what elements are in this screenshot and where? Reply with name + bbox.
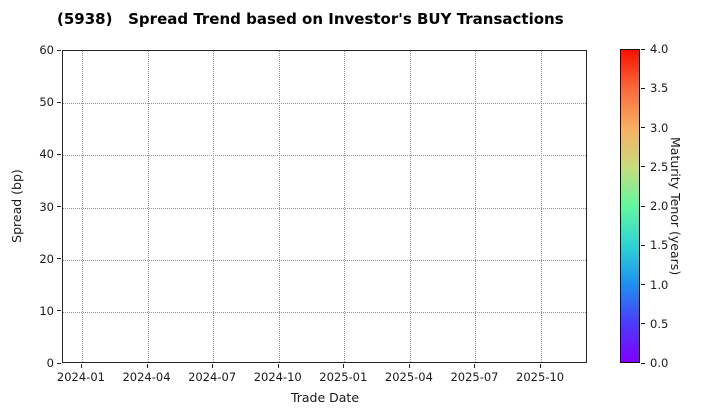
- x-grid-line: [213, 51, 215, 362]
- y-tick: [57, 362, 61, 364]
- x-grid-line: [147, 51, 149, 362]
- x-grid-line: [81, 51, 83, 362]
- y-tick: [57, 310, 61, 312]
- x-tick: [343, 364, 345, 368]
- x-tick: [408, 364, 410, 368]
- x-grid-line: [278, 51, 280, 362]
- colorbar-tick-label: 2.0: [650, 199, 669, 213]
- y-tick-label: 20: [39, 251, 54, 266]
- y-tick: [57, 101, 61, 103]
- y-tick-label: 40: [39, 147, 54, 162]
- colorbar-tick: [641, 127, 645, 128]
- colorbar-tick: [641, 244, 645, 246]
- colorbar-tick: [641, 87, 645, 89]
- x-grid-line: [344, 51, 346, 362]
- y-grid-line: [63, 103, 586, 105]
- x-tick: [277, 364, 279, 368]
- colorbar-tick: [641, 166, 645, 168]
- y-grid-line: [63, 207, 586, 209]
- colorbar-tick-label: 1.0: [650, 277, 669, 292]
- x-tick-label: 2024-04: [122, 370, 171, 384]
- y-tick-label: 50: [39, 95, 54, 110]
- x-tick: [146, 364, 148, 368]
- y-grid-line: [63, 259, 586, 261]
- chart-title: (5938) Spread Trend based on Investor's …: [57, 10, 564, 28]
- colorbar-tick-label: 3.5: [650, 81, 669, 96]
- x-tick-label: 2024-01: [56, 370, 105, 384]
- x-tick: [474, 364, 476, 368]
- colorbar-tick-label: 4.0: [650, 42, 669, 56]
- plot-area: [62, 50, 587, 363]
- y-tick-label: 30: [39, 199, 54, 214]
- colorbar-tick: [641, 323, 645, 325]
- colorbar-tick: [641, 362, 645, 364]
- colorbar-tick-label: 3.0: [650, 120, 669, 135]
- y-grid-line: [63, 311, 586, 313]
- x-tick: [212, 364, 214, 368]
- colorbar-tick-label: 1.5: [650, 238, 669, 253]
- x-tick-label: 2025-07: [450, 370, 499, 384]
- colorbar-tick-label: 0.5: [650, 316, 669, 331]
- y-tick-label: 0: [46, 356, 54, 370]
- x-tick-label: 2025-10: [516, 370, 565, 384]
- x-grid-line: [541, 51, 543, 362]
- colorbar-tick-label: 2.5: [650, 159, 669, 174]
- y-axis-label: Spread (bp): [9, 169, 24, 243]
- y-tick: [57, 258, 61, 260]
- y-tick-label: 10: [39, 303, 54, 318]
- x-axis-label: Trade Date: [290, 390, 360, 405]
- y-tick: [57, 153, 61, 155]
- x-tick-label: 2025-01: [319, 370, 368, 384]
- colorbar-tick: [641, 284, 645, 285]
- x-tick: [80, 364, 82, 368]
- x-tick: [540, 364, 542, 368]
- x-grid-line: [409, 51, 411, 362]
- x-tick-label: 2024-07: [188, 370, 237, 384]
- x-tick-label: 2024-10: [253, 370, 302, 384]
- y-tick-label: 60: [39, 43, 54, 57]
- colorbar-label: Maturity Tenor (years): [668, 136, 683, 276]
- colorbar-tick-label: 0.0: [650, 356, 669, 370]
- y-grid-line: [63, 155, 586, 157]
- colorbar-gradient: [620, 49, 640, 363]
- y-tick: [57, 206, 61, 207]
- colorbar-tick: [641, 48, 645, 50]
- colorbar-tick: [641, 205, 645, 207]
- x-tick-label: 2025-04: [384, 370, 433, 384]
- y-tick: [57, 49, 61, 51]
- x-grid-line: [475, 51, 477, 362]
